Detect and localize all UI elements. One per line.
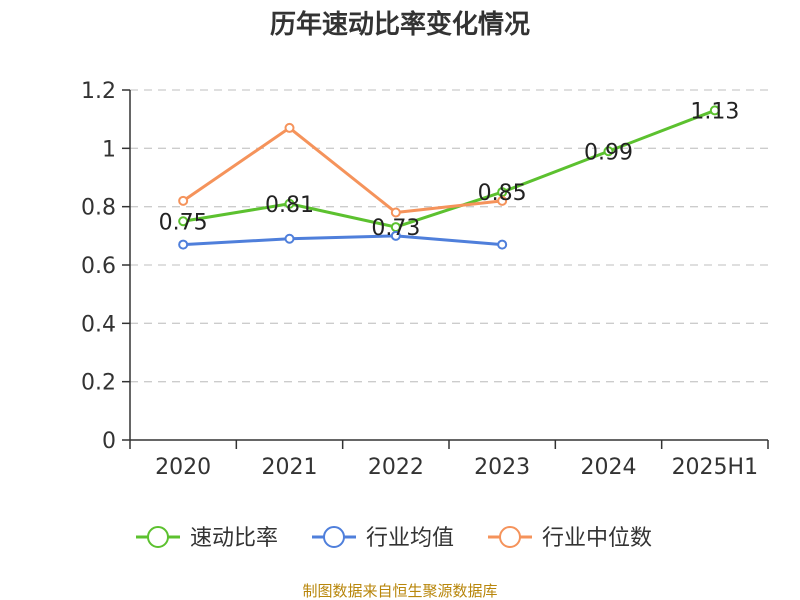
- series-layer: [178, 105, 720, 250]
- x-tick-label: 2022: [368, 455, 424, 480]
- data-label: 0.75: [159, 210, 208, 235]
- data-label: 0.85: [478, 181, 527, 206]
- data-point: [390, 207, 401, 218]
- data-label: 0.73: [371, 216, 420, 241]
- x-tick-label: 2020: [155, 455, 211, 480]
- data-labels: 0.75 0.81 0.73 0.85 0.99 1.13: [159, 99, 740, 241]
- legend: 速动比率 行业均值 行业中位数: [136, 526, 652, 551]
- grid-lines: [130, 89, 768, 383]
- data-label: 0.81: [265, 193, 314, 218]
- y-tick-label: 0.2: [81, 371, 116, 396]
- x-tick-label: 2023: [474, 455, 530, 480]
- y-tick-label: 0.8: [81, 196, 116, 221]
- data-point: [497, 239, 508, 250]
- legend-label: 行业中位数: [542, 526, 652, 551]
- x-tick-label: 2024: [581, 455, 637, 480]
- data-label: 0.99: [584, 140, 633, 165]
- series-line-3: [182, 126, 503, 214]
- data-point: [390, 230, 401, 241]
- y-tick-label: 0: [102, 429, 116, 454]
- chart-title: 历年速动比率变化情况: [270, 9, 530, 40]
- legend-marker: [147, 526, 169, 548]
- series-line-1: [182, 109, 716, 229]
- legend-label: 速动比率: [190, 526, 278, 551]
- data-point: [178, 195, 189, 206]
- data-point: [603, 146, 614, 157]
- legend-marker: [323, 526, 345, 548]
- data-point: [284, 122, 295, 133]
- y-tick-label: 0.6: [81, 254, 116, 279]
- legend-label: 行业均值: [366, 526, 454, 551]
- data-point: [709, 105, 720, 116]
- data-label: 1.13: [690, 99, 739, 124]
- legend-marker: [499, 526, 521, 548]
- source-note: 制图数据来自恒生聚源数据库: [302, 582, 497, 600]
- series-line-2: [183, 234, 503, 247]
- x-tick-label: 2025H1: [672, 455, 759, 480]
- y-tick-label: 0.4: [81, 312, 116, 337]
- data-point: [284, 198, 295, 209]
- y-tick-label: 1: [102, 137, 116, 162]
- data-point: [178, 239, 189, 250]
- data-point: [284, 233, 295, 244]
- y-tick-label: 1.2: [81, 79, 116, 104]
- data-point: [178, 216, 189, 227]
- data-point: [497, 195, 508, 206]
- x-tick-label: 2021: [262, 455, 318, 480]
